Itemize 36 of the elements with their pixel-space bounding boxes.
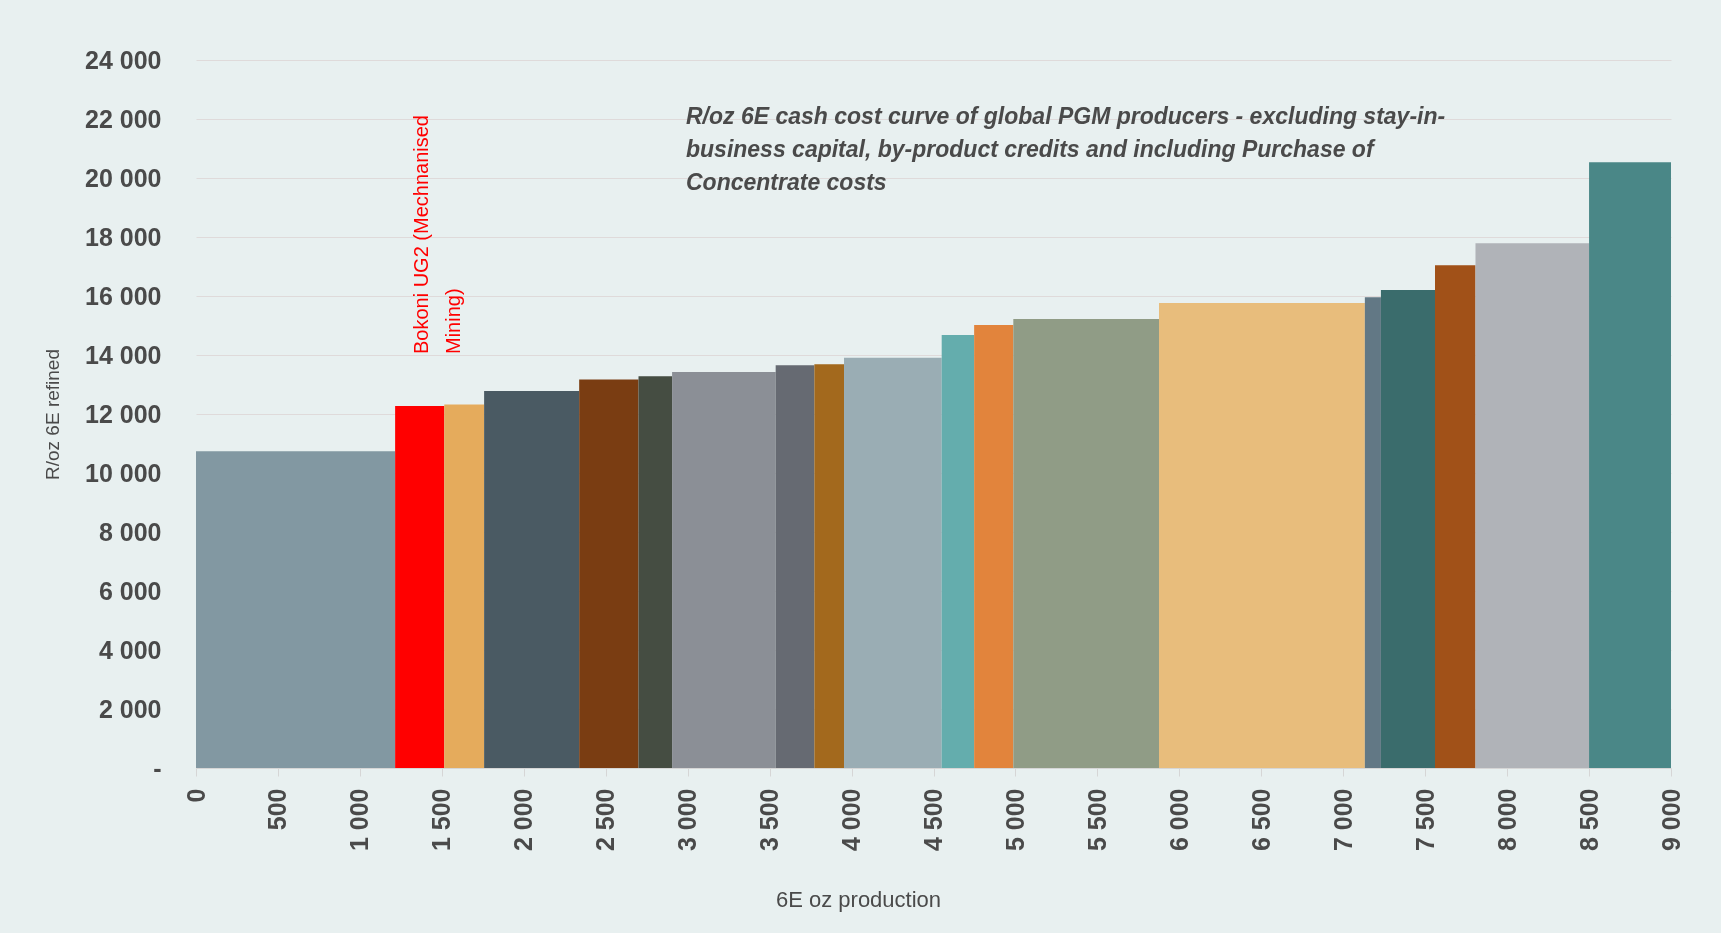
x-tick-label: 5 000 [1000,788,1029,852]
y-tick-label: 14 000 [85,340,162,369]
x-tick-label: 3 000 [673,788,702,852]
y-tick-label: 24 000 [85,45,162,74]
x-tick-label: 7 000 [1328,788,1357,852]
y-tick-label: 2 000 [98,694,162,723]
y-tick-label: - [153,753,162,782]
x-tick-label: 2 000 [509,788,538,852]
x-tick-label: 8 000 [1492,788,1521,852]
x-tick-label: 6 500 [1246,788,1275,852]
x-tick-label: 0 [181,788,210,803]
y-tick-label: 16 000 [85,281,162,310]
y-tick-label: 12 000 [85,399,162,428]
x-tick-label: 3 500 [755,788,784,852]
x-tick-label: 4 500 [919,788,947,852]
y-tick-label: 6 000 [98,576,162,605]
x-tick-label: 1 500 [427,788,456,852]
x-tick-label: 6 000 [1164,788,1193,852]
annotation: Bokoni UG2 (Mechnanised Mining) [409,115,464,355]
x-tick-label: 1 000 [345,788,374,852]
x-axis-title: 6E oz production [775,886,942,912]
x-tick-label: 7 500 [1410,788,1439,852]
y-tick-label: 20 000 [85,163,162,192]
y-tick-label: 4 000 [98,635,162,664]
x-tick-label: 4 000 [837,788,866,852]
x-tick-label: 500 [263,788,292,831]
x-tick-label: 8 500 [1574,788,1603,852]
y-tick-label: 10 000 [85,458,162,487]
x-tick-label: 2 500 [591,788,620,852]
y-tick-label: 8 000 [98,517,162,546]
x-tick-label: 9 000 [1656,788,1685,852]
y-tick-label: 22 000 [85,104,162,133]
text: R/oz 6E cash cost curve of global PGM producers - excluding stay-in-business capital, by-product credits and including Purchase of Concentrate costs [686,103,1446,195]
x-tick-label: 5 500 [1082,788,1111,852]
y-tick-label: 18 000 [85,222,162,251]
y-axis-title: R/oz 6E refined [41,349,63,480]
